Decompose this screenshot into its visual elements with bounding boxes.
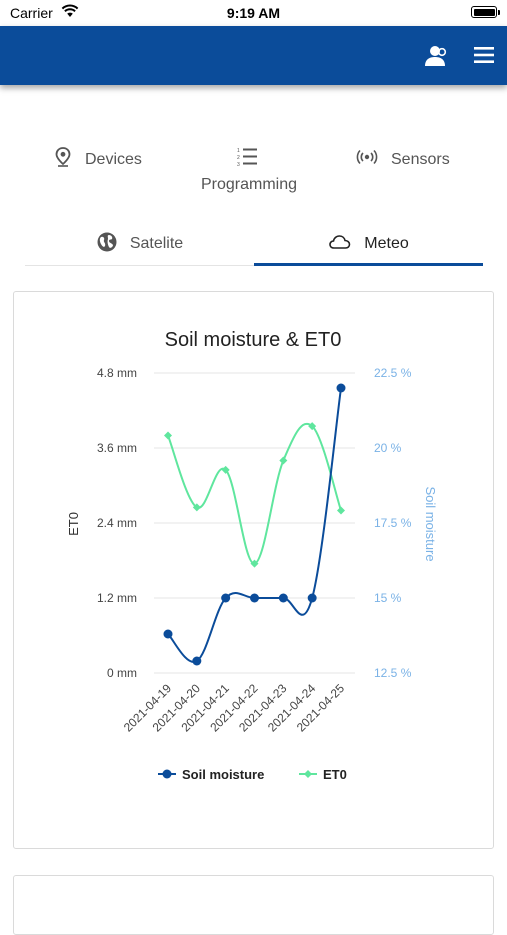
wifi-icon	[61, 4, 79, 21]
chart-legend[interactable]: Soil moisture ET0	[158, 767, 347, 782]
cloud-icon	[328, 233, 352, 256]
y-tick-label-right: 15 %	[374, 591, 402, 605]
battery-nub	[498, 10, 500, 15]
legend-label: ET0	[323, 767, 347, 782]
status-bar: Carrier 9:19 AM	[0, 0, 507, 26]
carrier-label: Carrier	[10, 5, 53, 21]
radio-signal-icon	[355, 146, 379, 173]
legend-label: Soil moisture	[182, 767, 264, 782]
chart: Soil moisture & ET0 0 mm 1.2 mm 2.4 mm 3.6 …	[66, 329, 438, 782]
user-settings-icon[interactable]	[421, 42, 449, 70]
data-point-et0[interactable]	[337, 506, 345, 515]
data-point-soil-moisture[interactable]	[221, 593, 231, 603]
data-point-soil-moisture[interactable]	[307, 593, 317, 603]
tab-meteo[interactable]: Meteo	[254, 224, 483, 264]
chart-title: Soil moisture & ET0	[165, 329, 342, 351]
data-point-et0[interactable]	[250, 559, 259, 568]
svg-text:2: 2	[237, 155, 240, 161]
chart-x-axis: 2021-04-192021-04-202021-04-212021-04-22…	[121, 681, 348, 735]
tab-label-meteo: Meteo	[364, 235, 409, 252]
data-point-et0[interactable]	[279, 456, 288, 465]
legend-marker	[162, 769, 172, 779]
active-tab-indicator	[254, 263, 483, 266]
map-pin-icon	[53, 146, 73, 173]
app-header	[0, 26, 507, 85]
y-tick-label-left: 2.4 mm	[97, 516, 137, 530]
data-point-soil-moisture[interactable]	[278, 593, 288, 603]
nav-item-programming[interactable]: Programming	[201, 176, 297, 194]
data-point-soil-moisture[interactable]	[250, 593, 259, 603]
chart-card: Soil moisture & ET0 0 mm 1.2 mm 2.4 mm 3.6 …	[13, 291, 494, 849]
nav-label-devices: Devices	[85, 150, 142, 168]
data-point-soil-moisture[interactable]	[336, 383, 346, 393]
clock: 9:19 AM	[226, 5, 281, 21]
nav-label-programming: Programming	[201, 176, 298, 193]
hamburger-menu-icon[interactable]	[471, 42, 499, 70]
y-tick-label-left: 3.6 mm	[97, 441, 137, 455]
series-line-et0	[167, 423, 342, 565]
legend-marker	[304, 770, 312, 778]
y-axis-title-right: Soil moisture	[423, 486, 438, 561]
battery-icon	[471, 6, 497, 18]
data-point-et0[interactable]	[164, 431, 172, 440]
data-point-soil-moisture[interactable]	[163, 629, 173, 639]
data-point-et0[interactable]	[221, 465, 230, 474]
nav-label-sensors: Sensors	[391, 150, 450, 168]
tab-satelite[interactable]: Satelite	[25, 224, 254, 264]
secondary-card	[13, 875, 494, 935]
y-axis-title-left: ET0	[66, 512, 81, 536]
legend-item-et0[interactable]: ET0	[299, 767, 347, 782]
nav-icon-programming[interactable]: 1 2 3	[235, 146, 259, 173]
y-tick-label-right: 12.5 %	[374, 666, 412, 680]
data-point-et0[interactable]	[308, 422, 317, 431]
nav-item-sensors[interactable]: Sensors	[355, 146, 450, 173]
svg-text:1: 1	[237, 148, 240, 154]
numbered-list-icon: 1 2 3	[235, 146, 259, 173]
y-tick-label-right: 17.5 %	[374, 516, 412, 530]
y-tick-label-right: 20 %	[374, 441, 402, 455]
nav-item-devices[interactable]: Devices	[53, 146, 142, 173]
svg-text:3: 3	[237, 162, 240, 168]
y-tick-label-left: 0 mm	[107, 666, 137, 680]
globe-icon	[96, 231, 118, 258]
data-point-et0[interactable]	[192, 503, 201, 512]
y-tick-label-left: 4.8 mm	[97, 366, 137, 380]
y-tick-label-right: 22.5 %	[374, 366, 412, 380]
chart-y-axis-left: 0 mm 1.2 mm 2.4 mm 3.6 mm 4.8 mm	[97, 366, 137, 680]
chart-lines	[163, 383, 346, 666]
y-tick-label-left: 1.2 mm	[97, 591, 137, 605]
legend-item-soil-moisture[interactable]: Soil moisture	[158, 767, 264, 782]
data-point-soil-moisture[interactable]	[192, 656, 202, 666]
chart-y-axis-right: 12.5 % 15 % 17.5 % 20 % 22.5 %	[374, 366, 412, 680]
tab-label-satelite: Satelite	[129, 235, 184, 252]
